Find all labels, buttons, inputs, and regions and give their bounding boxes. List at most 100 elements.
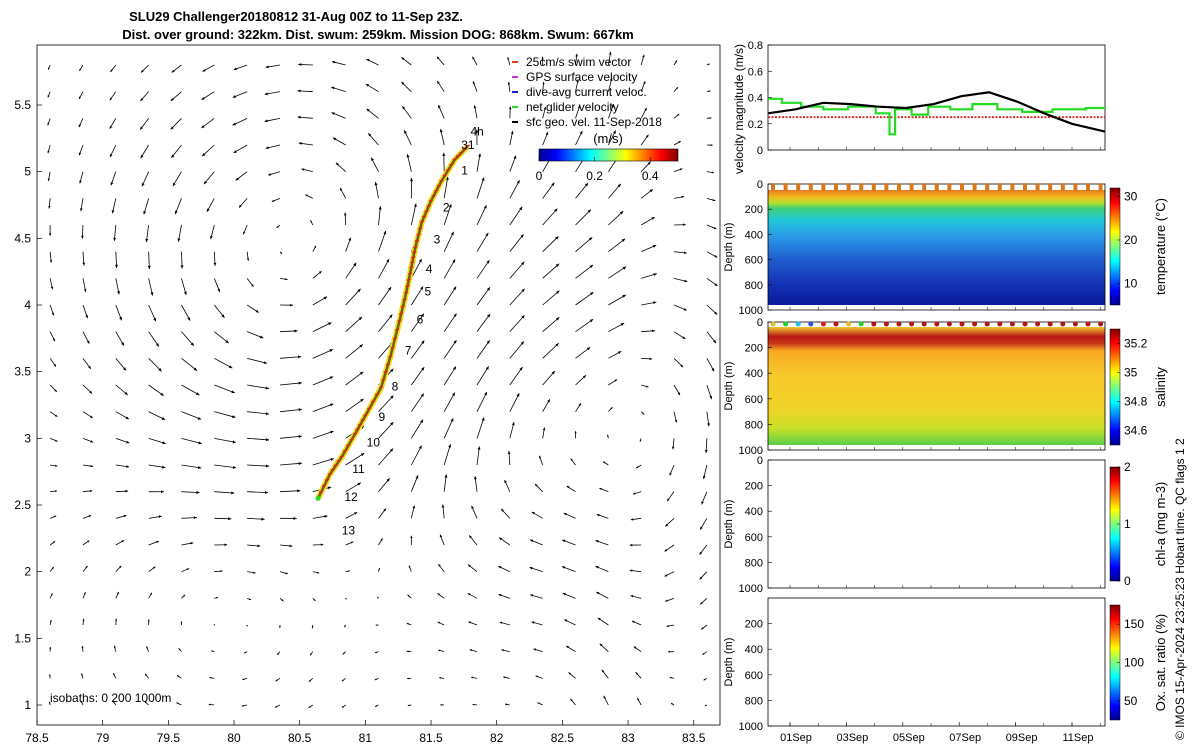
velocity-vector-head — [483, 205, 487, 209]
velocity-vector-head — [678, 141, 681, 144]
velocity-vector-head — [507, 81, 511, 85]
velocity-vector-head — [54, 389, 57, 392]
legend-entry: sfc geo. vel. 11-Sep-2018 — [526, 115, 662, 129]
velocity-vector-head — [667, 498, 670, 502]
velocity-vector-head — [562, 592, 566, 596]
velocity-vector — [312, 430, 334, 439]
velocity-vector-head — [246, 258, 250, 261]
velocity-vector-head — [711, 368, 715, 372]
cbar-tick-label: 35.2 — [1124, 337, 1148, 351]
velocity-vector — [378, 286, 392, 306]
velocity-vector-head — [366, 108, 370, 112]
velocity-vector-head — [570, 458, 573, 462]
velocity-vector-head — [507, 450, 511, 454]
velocity-vector — [410, 203, 417, 226]
velocity-vector-head — [49, 674, 51, 677]
velocity-vector-head — [707, 63, 710, 66]
velocity-vector-head — [330, 430, 334, 434]
velocity-vector-head — [481, 417, 485, 421]
velocity-vector-head — [680, 364, 684, 368]
velocity-vector-head — [228, 365, 233, 369]
velocity-vector-head — [620, 323, 625, 326]
velocity-vector — [214, 437, 237, 443]
velocity-vector-head — [358, 316, 362, 321]
velocity-vector-head — [197, 416, 202, 420]
velocity-vector-head — [420, 393, 424, 397]
velocity-series-line — [768, 97, 1105, 136]
velocity-vector-head — [78, 124, 81, 128]
velocity-vector-head — [213, 262, 217, 266]
velocity-vector — [410, 258, 423, 279]
swim-vector — [342, 449, 348, 453]
velocity-vector-head — [176, 702, 179, 705]
velocity-vector-head — [374, 181, 378, 186]
map-xtick-label: 82.5 — [551, 731, 575, 745]
velocity-vector-head — [535, 675, 538, 678]
profile-top-marker — [972, 321, 978, 327]
velocity-vector-head — [520, 341, 524, 345]
velocity-vector — [575, 209, 592, 226]
velocity-vector-head — [562, 539, 566, 543]
velocity-vector-head — [193, 516, 197, 520]
velocity-vector — [181, 358, 198, 372]
velocity-vector-head — [703, 678, 706, 681]
velocity-vector-head — [507, 57, 510, 60]
map-xtick-label: 80.5 — [288, 731, 312, 745]
depth-tick-label: 600 — [745, 670, 763, 682]
profile-top-marker — [1035, 183, 1040, 191]
velocity-vector-head — [418, 258, 422, 263]
velocity-vector-head — [298, 408, 302, 412]
velocity-vector-head — [408, 565, 411, 568]
velocity-vector-head — [586, 347, 591, 351]
velocity-vector-head — [365, 84, 370, 87]
velocity-vector-head — [201, 96, 205, 100]
velocity-vector-head — [343, 212, 347, 216]
velocity-vector-head — [150, 292, 154, 296]
velocity-vector-head — [709, 117, 712, 119]
velocity-vector-head — [603, 695, 606, 699]
profile-top-marker — [846, 321, 852, 327]
swim-vector — [383, 370, 388, 374]
profile-top-marker — [997, 183, 1002, 191]
day-label: 13 — [342, 523, 356, 537]
velocity-vector-head — [501, 508, 504, 512]
velocity-vector-head — [297, 489, 301, 493]
velocity-vector-head — [521, 315, 525, 319]
velocity-vector-head — [280, 252, 282, 254]
map-x-ticks: 78.5 79 79.5 80 80.5 81 81.5 82 82.5 83 83.5 — [25, 720, 706, 745]
velocity-vector-head — [407, 594, 410, 597]
velocity-vector-head — [271, 199, 275, 202]
velocity-vector — [608, 183, 622, 199]
velocity-vector-head — [170, 126, 174, 130]
velocity-vector — [476, 232, 489, 252]
velocity-vector-head — [216, 596, 219, 599]
velocity-vector-head — [263, 361, 268, 365]
velocity-vector-head — [47, 122, 50, 126]
velocity-vector-head — [652, 245, 657, 248]
swim-vector — [462, 147, 467, 151]
velocity-vector — [575, 237, 593, 252]
velocity-vector-head — [597, 617, 601, 621]
velocity-vector-head — [297, 115, 301, 119]
swim-vector — [375, 392, 380, 396]
velocity-vector-head — [437, 80, 440, 84]
velocity-vector-head — [610, 407, 613, 410]
velocity-vector-head — [647, 161, 651, 165]
velocity-vector-head — [584, 183, 589, 187]
swim-vector — [409, 265, 414, 269]
velocity-vector-head — [310, 220, 313, 223]
velocity-vector-head — [675, 87, 678, 90]
velocity-vector-head — [49, 619, 52, 622]
velocity-vector-head — [467, 593, 471, 596]
velocity-vector-head — [633, 646, 637, 649]
velocity-vector-head — [155, 343, 159, 347]
velocity-vector-head — [116, 591, 119, 595]
velocity-vector-head — [344, 625, 346, 628]
velocity-ylabel: velocity magnitude (m/s) — [732, 44, 746, 174]
velocity-vector-head — [568, 672, 571, 675]
velocity-vector-head — [121, 342, 124, 346]
velocity-vector-head — [473, 105, 477, 109]
cbar-tick-label: 10 — [1124, 276, 1138, 290]
